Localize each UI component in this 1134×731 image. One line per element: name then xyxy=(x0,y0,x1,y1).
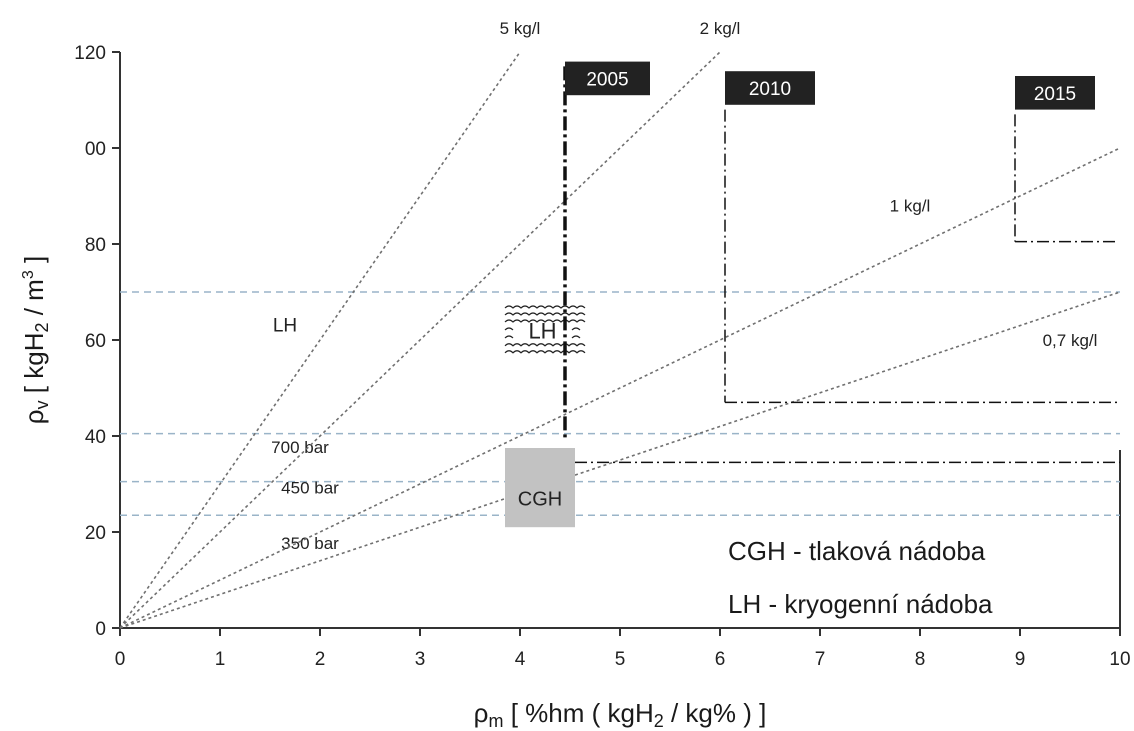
density-line xyxy=(119,147,1121,629)
year-box-2015 xyxy=(1015,76,1095,110)
x-tick-label: 1 xyxy=(215,649,226,670)
legend: CGH - tlaková nádoba LH - kryogenní nádob… xyxy=(728,536,993,619)
lh-wavy-edge-left xyxy=(504,335,514,339)
year-label-2010: 2010 xyxy=(749,79,791,100)
y-axis-title: ρv [ kgH2 / m3 ] xyxy=(19,256,52,424)
pressure-label: 350 bar xyxy=(281,534,339,553)
x-tick-label: 0 xyxy=(115,649,126,670)
year-box-2010 xyxy=(725,71,815,105)
density-lines: 5 kg/l 2 kg/l 1 kg/l 0,7 kg/l xyxy=(119,19,1121,629)
density-line xyxy=(119,51,721,629)
legend-entry: LH - kryogenní nádoba xyxy=(728,589,993,619)
y-tick-label: 60 xyxy=(85,331,106,352)
y-ticks: 0 20 40 60 80 00 120 xyxy=(74,43,120,640)
pressure-label: 450 bar xyxy=(281,479,339,498)
density-line xyxy=(119,291,1121,629)
year-label-2005: 2005 xyxy=(586,69,628,90)
x-axis-title: ρm [ %hm ( kgH2 / kg% ) ] xyxy=(474,698,767,731)
annotation-label: LH xyxy=(273,316,297,337)
year-label-2015: 2015 xyxy=(1034,84,1076,105)
lh-wavy-line xyxy=(504,343,586,347)
y-tick-label: 00 xyxy=(85,139,106,160)
density-label: 5 kg/l xyxy=(500,19,541,38)
lh-wavy-line xyxy=(504,350,586,354)
x-tick-label: 10 xyxy=(1109,649,1130,670)
density-line xyxy=(119,51,521,629)
y-tick-label: 120 xyxy=(74,43,106,64)
x-tick-label: 8 xyxy=(915,649,926,670)
pressure-lines: 700 bar 450 bar 350 bar xyxy=(120,291,1120,553)
x-tick-label: 2 xyxy=(315,649,326,670)
x-tick-label: 5 xyxy=(615,649,626,670)
year-box-2005 xyxy=(565,61,650,96)
x-tick-label: 4 xyxy=(515,649,526,670)
density-label: 0,7 kg/l xyxy=(1043,331,1098,350)
lh-wavy-edge-left xyxy=(504,327,514,331)
cgh-region-label: CGH xyxy=(518,489,562,511)
annotations: LH xyxy=(273,316,297,337)
lh-wavy-edge-right xyxy=(571,327,581,331)
legend-entry: CGH - tlaková nádoba xyxy=(728,536,986,566)
regions: CGH LH xyxy=(504,304,586,528)
targets: 2005 2010 2015 xyxy=(563,61,1120,464)
cgh-region-box xyxy=(505,448,575,528)
lh-wavy-line xyxy=(504,312,586,316)
y-tick-label: 0 xyxy=(95,619,106,640)
x-tick-label: 7 xyxy=(815,649,826,670)
lh-wavy-edge-right xyxy=(571,335,581,339)
x-tick-label: 9 xyxy=(1015,649,1026,670)
x-tick-label: 3 xyxy=(415,649,426,670)
y-tick-label: 20 xyxy=(85,523,106,544)
lh-region-label: LH xyxy=(528,318,556,343)
density-label: 1 kg/l xyxy=(890,197,931,216)
lh-wavy-line xyxy=(504,319,586,323)
x-ticks: 0 1 2 3 4 5 6 7 8 9 10 xyxy=(115,628,1131,670)
lh-wavy-line xyxy=(504,305,586,309)
pressure-label: 700 bar xyxy=(271,438,329,457)
x-tick-label: 6 xyxy=(715,649,726,670)
y-tick-label: 80 xyxy=(85,235,106,256)
density-label: 2 kg/l xyxy=(700,19,741,38)
y-tick-label: 40 xyxy=(85,427,106,448)
